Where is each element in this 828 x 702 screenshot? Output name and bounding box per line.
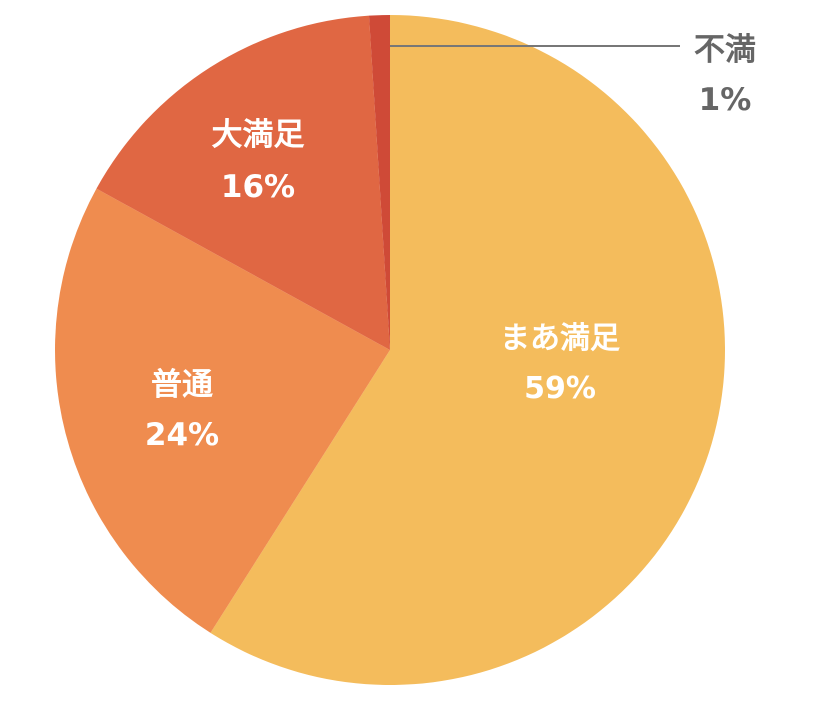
pie-slice-3 [96,15,391,351]
pie-slice-1 [210,15,725,685]
slice-value-4: 1% [699,82,752,118]
slice-label-4: 不満 [694,32,756,68]
slice-value-2: 24% [145,417,219,453]
slice-label-3: 大満足 [212,117,305,153]
slice-value-3: 16% [221,169,295,205]
slice-label-1: まあ満足 [500,321,620,356]
pie-slice-4 [368,15,390,350]
pie-slice-2 [54,188,390,633]
slice-value-1: 59% [524,371,596,406]
slice-label-2: 普通 [151,367,213,403]
